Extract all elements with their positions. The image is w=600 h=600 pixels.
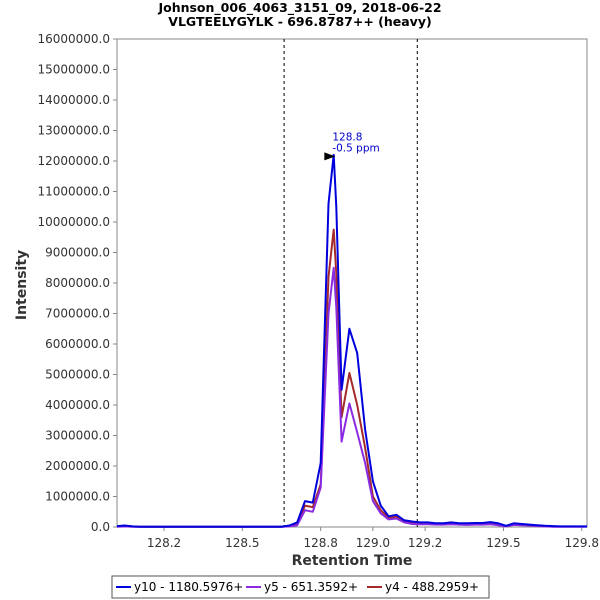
x-tick-label: 128.2 (147, 536, 181, 550)
y-tick-label: 16000000.0 (37, 32, 110, 46)
peak-annotation: 128.8-0.5 ppm (324, 131, 380, 161)
x-tick-label: 129.2 (408, 536, 442, 550)
x-axis: 128.2 128.5 128.8 129.0 129.2 129.5 129.8 (147, 527, 599, 550)
x-tick-label: 128.5 (225, 536, 259, 550)
series-line (116, 153, 587, 528)
legend: y10 - 1180.5976+ y5 - 651.3592+ y4 - 488.2… (111, 575, 490, 599)
legend-label: y4 - 488.2959+ (385, 580, 479, 594)
y-tick-label: 12000000.0 (37, 154, 110, 168)
x-tick-label: 129.8 (565, 536, 599, 550)
y-tick-label: 6000000.0 (45, 337, 110, 351)
y-tick-label: 5000000.0 (45, 368, 110, 382)
y-tick-label: 13000000.0 (37, 124, 110, 138)
chart-title: Johnson_006_4063_3151_09, 2018-06-22 (157, 0, 441, 16)
y-tick-label: 3000000.0 (45, 429, 110, 443)
y-tick-label: 9000000.0 (45, 246, 110, 260)
x-tick-label: 129.5 (486, 536, 520, 550)
y-axis: 0.0 1000000.0 2000000.0 3000000.0 4000000.0 5… (37, 32, 117, 534)
y-tick-label: 0.0 (91, 520, 110, 534)
plot-area (116, 38, 588, 528)
y-tick-label: 2000000.0 (45, 459, 110, 473)
y-axis-label: Intensity (14, 250, 30, 320)
y-tick-label: 11000000.0 (37, 185, 110, 199)
y-tick-label: 4000000.0 (45, 398, 110, 412)
y-tick-label: 15000000.0 (37, 63, 110, 77)
x-tick-label: 128.8 (303, 536, 337, 550)
peak-arrow (324, 152, 336, 161)
x-tick-label: 129.0 (356, 536, 390, 550)
y-tick-label: 7000000.0 (45, 307, 110, 321)
peak-annotation-label: -0.5 ppm (332, 142, 379, 154)
chart-subtitle: VLGTEELYGYLK - 696.8787++ (heavy) (168, 14, 431, 29)
x-axis-label: Retention Time (292, 553, 413, 569)
y-tick-label: 8000000.0 (45, 276, 110, 290)
legend-box (111, 575, 490, 599)
y-tick-label: 1000000.0 (45, 490, 110, 504)
legend-label: y10 - 1180.5976+ (134, 580, 243, 594)
y-tick-label: 14000000.0 (37, 93, 110, 107)
series-layer (116, 153, 587, 528)
peak-annotation-label: 128.8 (332, 131, 362, 143)
legend-label: y5 - 651.3592+ (264, 580, 358, 594)
y-tick-label: 10000000.0 (37, 215, 110, 229)
